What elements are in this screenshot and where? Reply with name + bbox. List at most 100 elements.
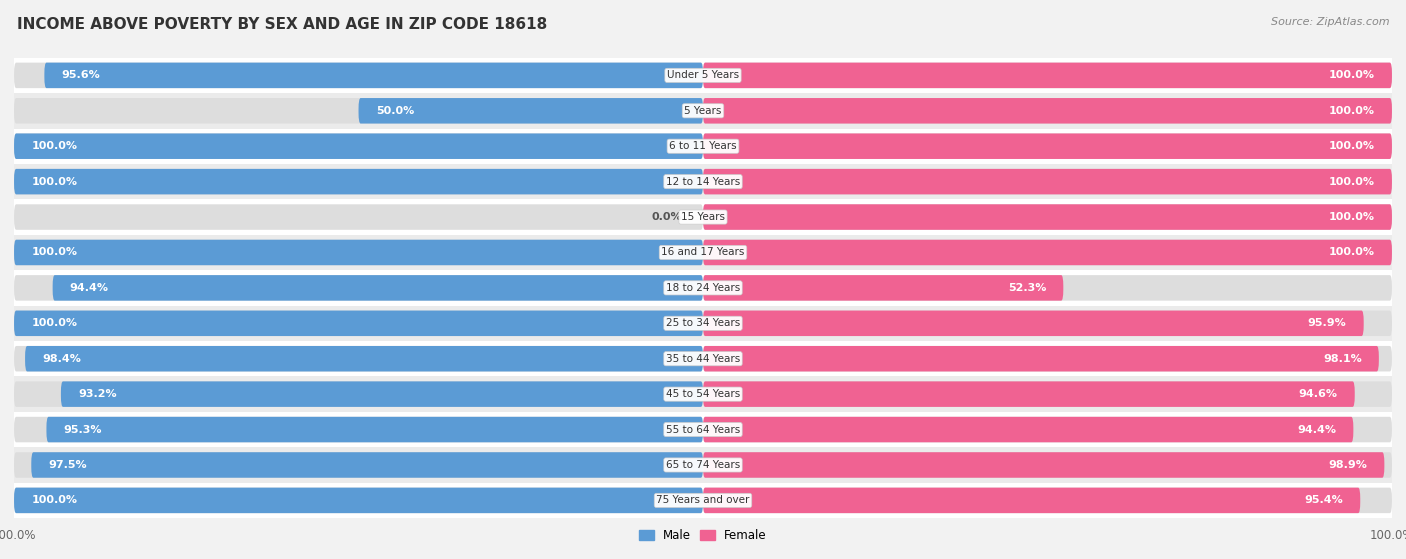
Text: 98.9%: 98.9% [1329,460,1367,470]
Text: 94.6%: 94.6% [1299,389,1337,399]
FancyBboxPatch shape [14,381,703,407]
FancyBboxPatch shape [60,381,703,407]
Text: 98.1%: 98.1% [1323,354,1361,364]
Text: 100.0%: 100.0% [31,495,77,505]
Bar [14,376,1392,412]
FancyBboxPatch shape [703,240,1392,265]
Text: 55 to 64 Years: 55 to 64 Years [666,424,740,434]
Text: 94.4%: 94.4% [1298,424,1336,434]
FancyBboxPatch shape [14,311,703,336]
Text: 16 and 17 Years: 16 and 17 Years [661,248,745,258]
FancyBboxPatch shape [703,275,1392,301]
FancyBboxPatch shape [703,134,1392,159]
Text: 100.0%: 100.0% [1329,141,1375,151]
FancyBboxPatch shape [25,346,703,372]
Bar [14,93,1392,129]
Text: 100.0%: 100.0% [1329,70,1375,80]
FancyBboxPatch shape [14,346,703,372]
Bar [14,447,1392,482]
Text: 100.0%: 100.0% [31,248,77,258]
Text: Under 5 Years: Under 5 Years [666,70,740,80]
Text: 100.0%: 100.0% [31,141,77,151]
FancyBboxPatch shape [703,487,1360,513]
Legend: Male, Female: Male, Female [634,524,772,547]
Text: 50.0%: 50.0% [375,106,413,116]
Bar [14,200,1392,235]
FancyBboxPatch shape [703,134,1392,159]
FancyBboxPatch shape [703,346,1392,372]
FancyBboxPatch shape [14,134,703,159]
FancyBboxPatch shape [14,311,703,336]
Bar [14,482,1392,518]
Text: 100.0%: 100.0% [1329,248,1375,258]
Text: 98.4%: 98.4% [42,354,82,364]
Text: 18 to 24 Years: 18 to 24 Years [666,283,740,293]
Text: 25 to 34 Years: 25 to 34 Years [666,318,740,328]
FancyBboxPatch shape [703,452,1392,478]
FancyBboxPatch shape [703,169,1392,195]
FancyBboxPatch shape [14,275,703,301]
FancyBboxPatch shape [359,98,703,124]
FancyBboxPatch shape [14,63,703,88]
Text: 94.4%: 94.4% [70,283,108,293]
Text: 100.0%: 100.0% [1329,106,1375,116]
Text: 100.0%: 100.0% [31,177,77,187]
FancyBboxPatch shape [14,487,703,513]
FancyBboxPatch shape [703,63,1392,88]
Bar [14,58,1392,93]
Text: 100.0%: 100.0% [31,318,77,328]
FancyBboxPatch shape [703,487,1392,513]
FancyBboxPatch shape [14,134,703,159]
Bar [14,235,1392,270]
Text: 95.9%: 95.9% [1308,318,1347,328]
Text: 100.0%: 100.0% [1329,212,1375,222]
Text: 97.5%: 97.5% [48,460,87,470]
FancyBboxPatch shape [703,417,1392,442]
FancyBboxPatch shape [703,204,1392,230]
FancyBboxPatch shape [703,98,1392,124]
Text: 93.2%: 93.2% [79,389,117,399]
Text: 45 to 54 Years: 45 to 54 Years [666,389,740,399]
FancyBboxPatch shape [31,452,703,478]
FancyBboxPatch shape [14,240,703,265]
FancyBboxPatch shape [703,346,1379,372]
FancyBboxPatch shape [703,381,1392,407]
Bar [14,412,1392,447]
Text: 100.0%: 100.0% [1329,177,1375,187]
Text: Source: ZipAtlas.com: Source: ZipAtlas.com [1271,17,1389,27]
FancyBboxPatch shape [703,311,1364,336]
Text: 95.4%: 95.4% [1305,495,1343,505]
FancyBboxPatch shape [14,169,703,195]
Bar [14,164,1392,200]
Bar [14,270,1392,306]
Text: 15 Years: 15 Years [681,212,725,222]
Text: 0.0%: 0.0% [652,212,682,222]
FancyBboxPatch shape [703,98,1392,124]
Text: 52.3%: 52.3% [1008,283,1046,293]
FancyBboxPatch shape [14,452,703,478]
FancyBboxPatch shape [703,381,1355,407]
Text: 6 to 11 Years: 6 to 11 Years [669,141,737,151]
FancyBboxPatch shape [703,452,1385,478]
FancyBboxPatch shape [14,487,703,513]
FancyBboxPatch shape [14,240,703,265]
FancyBboxPatch shape [703,63,1392,88]
FancyBboxPatch shape [703,275,1063,301]
Text: 95.3%: 95.3% [63,424,103,434]
FancyBboxPatch shape [14,169,703,195]
FancyBboxPatch shape [14,417,703,442]
Text: 35 to 44 Years: 35 to 44 Years [666,354,740,364]
FancyBboxPatch shape [45,63,703,88]
Text: INCOME ABOVE POVERTY BY SEX AND AGE IN ZIP CODE 18618: INCOME ABOVE POVERTY BY SEX AND AGE IN Z… [17,17,547,32]
Text: 75 Years and over: 75 Years and over [657,495,749,505]
FancyBboxPatch shape [703,311,1392,336]
FancyBboxPatch shape [703,204,1392,230]
Text: 65 to 74 Years: 65 to 74 Years [666,460,740,470]
Text: 5 Years: 5 Years [685,106,721,116]
FancyBboxPatch shape [703,169,1392,195]
FancyBboxPatch shape [46,417,703,442]
Text: 12 to 14 Years: 12 to 14 Years [666,177,740,187]
Bar [14,306,1392,341]
FancyBboxPatch shape [703,417,1354,442]
Bar [14,341,1392,376]
